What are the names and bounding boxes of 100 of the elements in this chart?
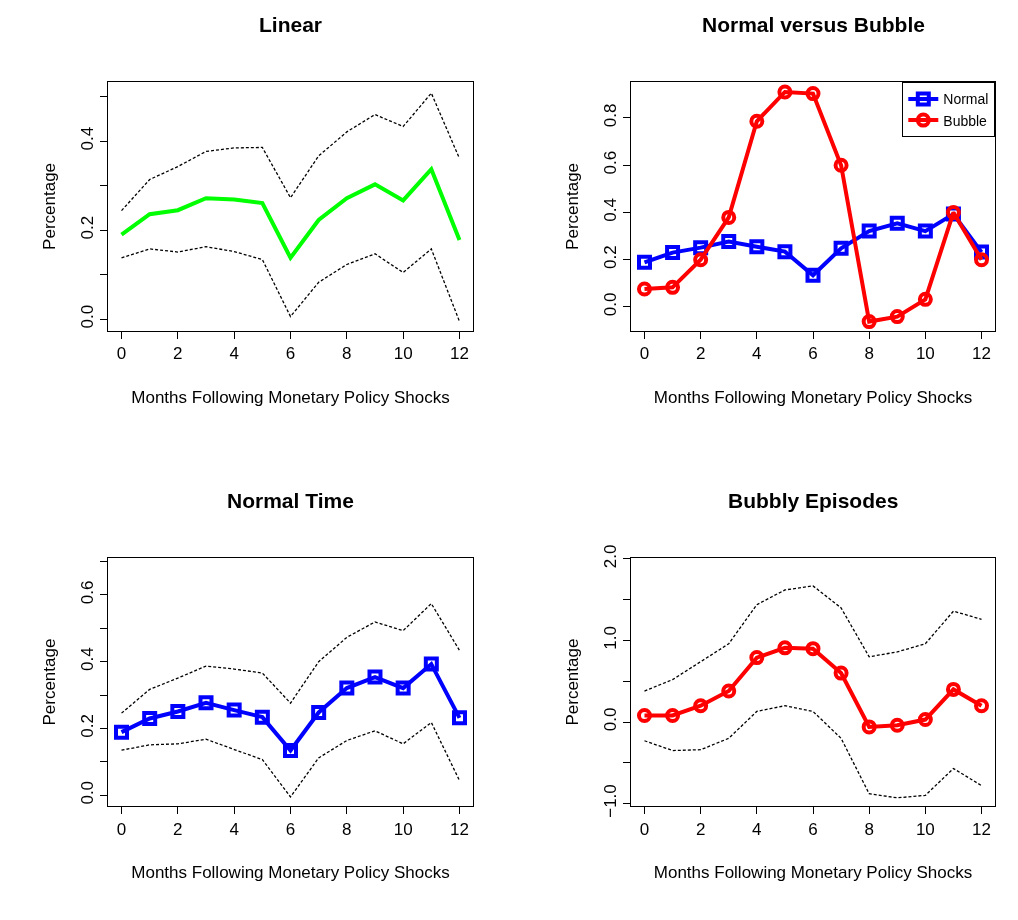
y-tick-label: 0.6 xyxy=(601,150,621,175)
line-series xyxy=(643,705,983,799)
x-axis-title: Months Following Monetary Policy Shocks xyxy=(653,387,973,407)
point xyxy=(198,695,214,711)
point xyxy=(833,665,849,681)
point xyxy=(917,291,933,307)
point xyxy=(805,267,821,283)
line-series xyxy=(119,167,462,260)
point xyxy=(283,743,298,759)
point xyxy=(339,680,355,696)
point xyxy=(395,680,411,696)
y-tick-label: 2.0 xyxy=(601,544,621,569)
point xyxy=(665,245,681,261)
point xyxy=(749,113,765,129)
chart-title: Normal Time xyxy=(227,489,354,512)
y-tick-label: 0.6 xyxy=(78,580,98,605)
x-tick-label: 4 xyxy=(752,819,762,839)
point xyxy=(833,157,849,173)
x-tick-label: 4 xyxy=(229,819,239,839)
point xyxy=(170,703,186,719)
point xyxy=(721,233,737,249)
x-tick-label: 8 xyxy=(864,344,874,364)
x-tick-label: 2 xyxy=(173,344,183,364)
x-tick-label: 2 xyxy=(695,344,706,364)
point xyxy=(974,698,990,714)
point xyxy=(636,281,652,297)
point xyxy=(777,244,793,260)
point xyxy=(367,669,383,685)
y-axis-title: Percentage xyxy=(39,162,59,250)
point xyxy=(451,710,467,726)
point xyxy=(945,681,961,697)
line-series xyxy=(120,602,461,714)
x-tick-label: 4 xyxy=(752,344,762,364)
x-tick-label: 6 xyxy=(285,344,296,364)
line-series xyxy=(120,246,461,323)
x-tick-label: 0 xyxy=(116,819,127,839)
point xyxy=(749,650,765,666)
point xyxy=(665,707,681,723)
point xyxy=(777,84,793,100)
y-tick-label: −1.0 xyxy=(601,784,621,818)
point xyxy=(889,309,905,325)
point xyxy=(861,223,877,239)
y-tick-label: 0.4 xyxy=(601,198,621,222)
point xyxy=(861,719,877,735)
point xyxy=(693,252,709,268)
chart-title: Normal versus Bubble xyxy=(702,13,925,36)
point xyxy=(974,252,990,268)
point xyxy=(721,683,737,699)
y-tick-label: 0.0 xyxy=(601,707,621,732)
x-tick-label: 0 xyxy=(639,344,650,364)
y-tick-label: 0.2 xyxy=(601,245,621,269)
point xyxy=(311,704,327,720)
point xyxy=(917,712,933,728)
point xyxy=(142,710,158,726)
x-tick-label: 12 xyxy=(972,819,991,839)
point xyxy=(721,209,737,225)
x-tick-label: 6 xyxy=(808,344,818,364)
x-axis-title: Months Following Monetary Policy Shocks xyxy=(131,862,450,882)
x-tick-label: 12 xyxy=(450,344,469,364)
point xyxy=(114,724,130,740)
y-tick-label: 0.4 xyxy=(78,647,98,671)
chart-title: Linear xyxy=(259,13,323,36)
x-tick-label: 8 xyxy=(864,819,874,839)
y-tick-label: 0.2 xyxy=(78,215,98,240)
y-axis-title: Percentage xyxy=(562,638,582,726)
x-tick-label: 10 xyxy=(915,344,935,364)
x-axis-title: Months Following Monetary Policy Shocks xyxy=(653,862,973,882)
x-tick-label: 10 xyxy=(393,344,413,364)
point xyxy=(636,707,652,723)
x-tick-label: 2 xyxy=(695,819,706,839)
point xyxy=(665,279,681,295)
y-tick-label: 0.0 xyxy=(601,292,621,317)
line-series xyxy=(643,585,983,692)
y-axis-title: Percentage xyxy=(562,162,582,250)
x-tick-label: 4 xyxy=(229,344,239,364)
y-tick-label: 0.0 xyxy=(78,780,98,805)
line-series xyxy=(120,92,461,212)
x-tick-label: 10 xyxy=(915,819,935,839)
point xyxy=(777,640,793,656)
point xyxy=(861,314,877,330)
point xyxy=(805,641,821,657)
point xyxy=(917,223,933,239)
x-axis-title: Months Following Monetary Policy Shocks xyxy=(131,387,450,407)
point xyxy=(889,215,905,231)
point xyxy=(636,254,652,270)
point xyxy=(805,86,821,102)
point xyxy=(833,240,849,256)
point xyxy=(889,717,905,733)
x-tick-label: 12 xyxy=(450,819,469,839)
x-tick-label: 6 xyxy=(808,819,818,839)
y-axis-title: Percentage xyxy=(39,638,59,726)
x-tick-label: 6 xyxy=(285,819,296,839)
point xyxy=(423,656,439,672)
legend-label: Bubble xyxy=(943,112,988,129)
x-tick-label: 8 xyxy=(342,344,352,364)
chart-title: Bubbly Episodes xyxy=(728,489,899,512)
legend-label: Normal xyxy=(943,91,989,108)
x-tick-label: 10 xyxy=(393,819,413,839)
y-tick-label: 0.0 xyxy=(78,304,98,329)
y-tick-label: 0.4 xyxy=(78,126,98,151)
